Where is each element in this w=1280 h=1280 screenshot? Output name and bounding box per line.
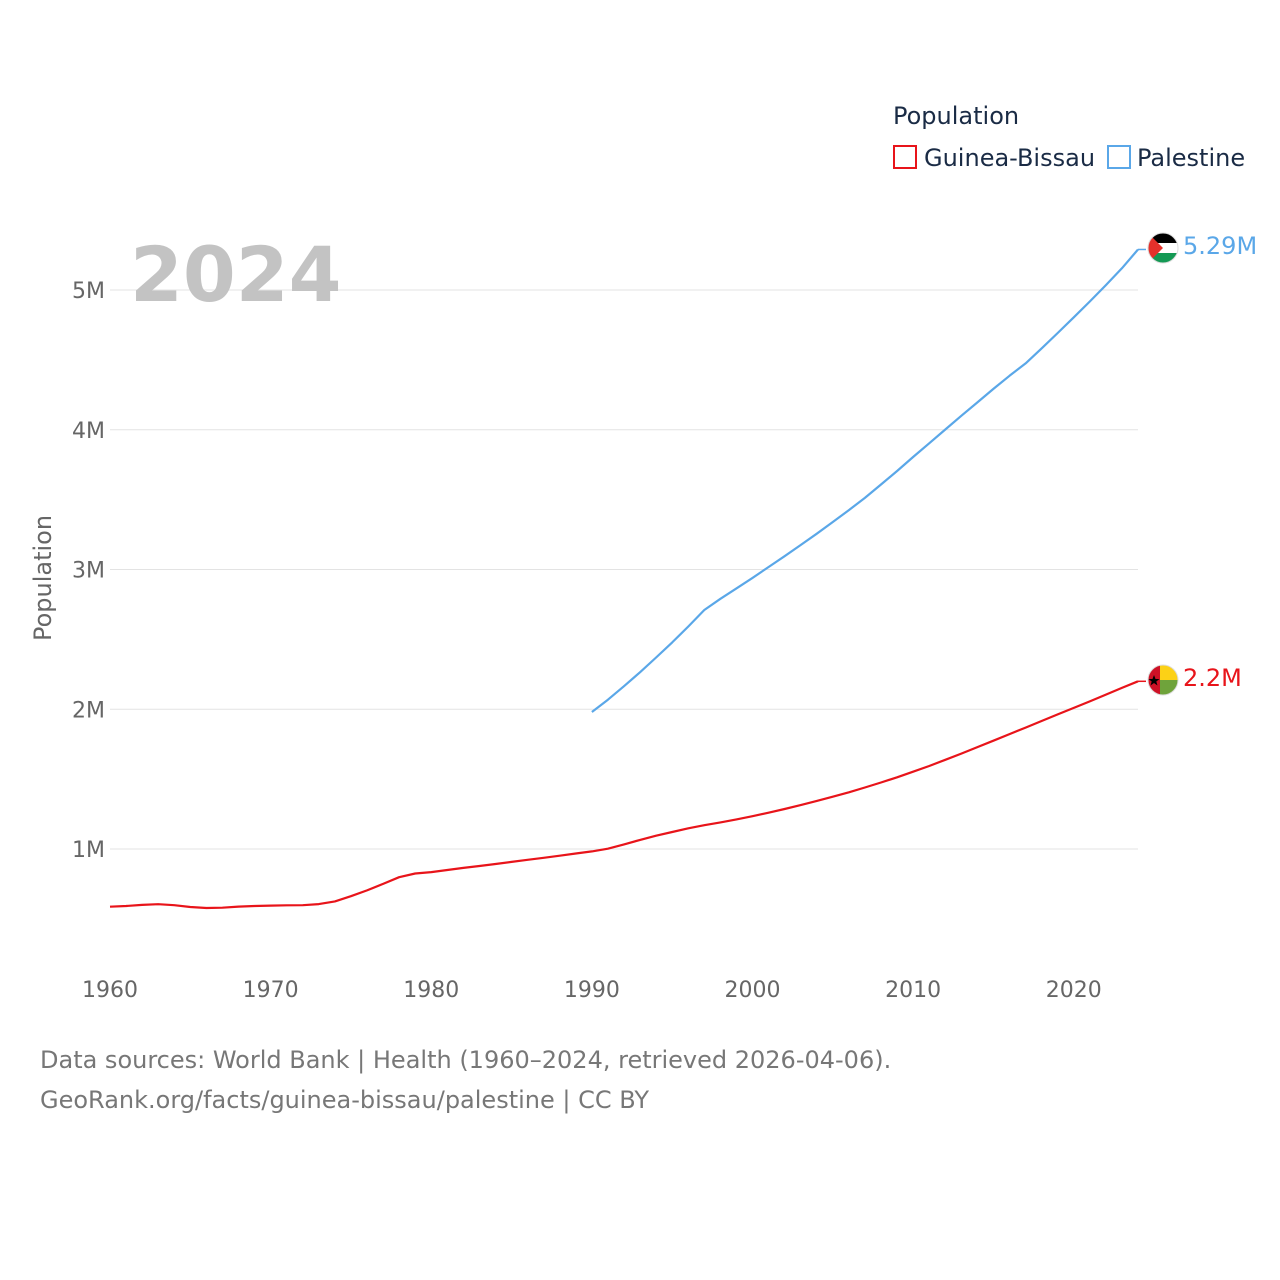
legend-label-palestine[interactable]: Palestine: [1137, 144, 1245, 172]
x-tick-label: 1960: [82, 978, 138, 1003]
legend: Population Guinea-Bissau Palestine: [893, 102, 1245, 172]
legend-title: Population: [893, 102, 1019, 130]
y-axis-ticks: 1M 2M 3M 4M 5M: [72, 279, 105, 863]
y-tick-label: 1M: [72, 838, 105, 863]
series-line-palestine[interactable]: [591, 248, 1139, 713]
series-lines: [109, 248, 1146, 910]
source-note: Data sources: World Bank | Health (1960–…: [40, 1040, 891, 1120]
source-line-2[interactable]: GeoRank.org/facts/guinea-bissau/palestin…: [40, 1086, 650, 1114]
year-watermark: 2024: [130, 230, 342, 319]
y-tick-label: 3M: [72, 559, 105, 584]
x-tick-label: 2000: [725, 978, 781, 1003]
x-tick-label: 1970: [243, 978, 299, 1003]
source-line-1: Data sources: World Bank | Health (1960–…: [40, 1046, 892, 1074]
gridlines: [110, 289, 1138, 850]
guinea-bissau-flag-ring: [1147, 664, 1179, 696]
y-tick-label: 5M: [72, 279, 105, 304]
end-label-palestine: 5.29M: [1183, 232, 1257, 260]
guinea-bissau-flag-icon: [1148, 665, 1178, 695]
x-tick-label: 1990: [564, 978, 620, 1003]
x-tick-label: 2010: [885, 978, 941, 1003]
y-axis-label: Population: [29, 515, 57, 641]
legend-swatch-guinea-bissau[interactable]: [893, 145, 917, 169]
y-tick-label: 2M: [72, 698, 105, 723]
palestine-flag-ring: [1147, 232, 1179, 264]
x-tick-label: 1980: [403, 978, 459, 1003]
x-axis-ticks: 1960 1970 1980 1990 2000 2010 2020: [82, 978, 1102, 1003]
palestine-flag-icon: [1148, 233, 1178, 263]
x-tick-label: 2020: [1046, 978, 1102, 1003]
legend-label-guinea-bissau[interactable]: Guinea-Bissau: [924, 144, 1095, 172]
end-label-guinea-bissau: 2.2M: [1183, 664, 1242, 692]
legend-swatch-palestine[interactable]: [1107, 145, 1131, 169]
y-tick-label: 4M: [72, 419, 105, 444]
series-line-guinea-bissau[interactable]: [109, 680, 1139, 910]
